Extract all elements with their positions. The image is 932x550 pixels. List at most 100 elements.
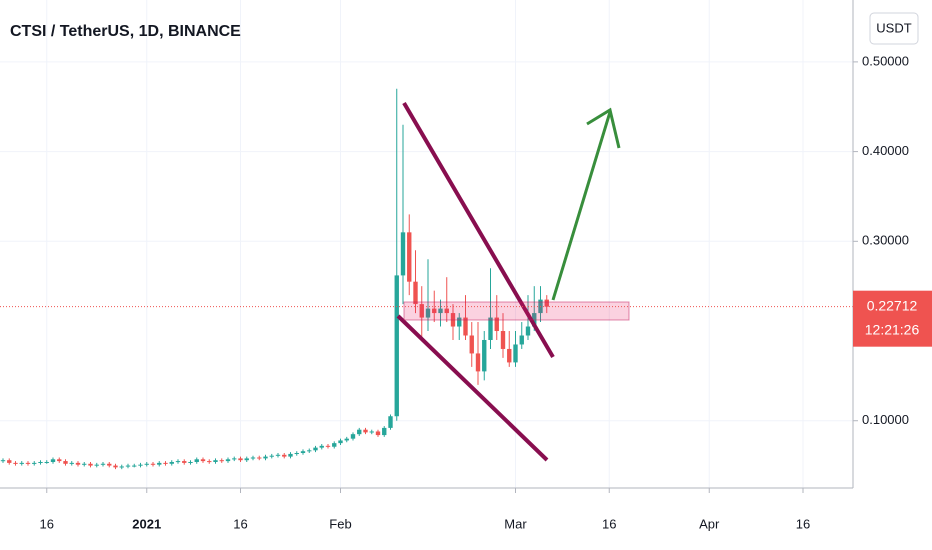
candle-body xyxy=(19,462,24,464)
candle-body xyxy=(244,458,249,461)
candle-body xyxy=(388,416,393,428)
candle-body xyxy=(432,308,437,314)
candle-body xyxy=(475,353,481,372)
candle-body xyxy=(32,462,37,464)
candle-body xyxy=(132,465,137,467)
candle-body xyxy=(232,458,237,460)
candle-body xyxy=(394,275,399,417)
candle-body xyxy=(82,463,87,465)
candle-body xyxy=(344,438,349,441)
candle-body xyxy=(544,299,549,307)
candle-body xyxy=(75,462,81,465)
candle-body xyxy=(425,308,431,318)
candle-body xyxy=(369,431,374,433)
candle-body xyxy=(488,317,493,340)
candle-body xyxy=(419,304,424,318)
candle-body xyxy=(25,462,31,464)
x-tick-label: 2021 xyxy=(132,516,161,531)
candle-body xyxy=(7,460,12,463)
candle-body xyxy=(188,461,193,463)
candle-body xyxy=(257,457,262,459)
candle-body xyxy=(519,335,524,345)
candle-body xyxy=(363,429,368,433)
candle-body xyxy=(163,462,168,464)
candle-body xyxy=(169,461,174,464)
candle-body xyxy=(207,461,212,463)
y-tick-label: 0.50000 xyxy=(862,53,909,68)
candle-body xyxy=(513,344,518,363)
candle-body xyxy=(63,461,68,464)
price-label-box xyxy=(853,290,932,347)
x-tick-label: 16 xyxy=(796,516,810,531)
chart-title: CTSI / TetherUS, 1D, BINANCE xyxy=(10,23,241,40)
candle-body xyxy=(313,447,318,451)
candle-body xyxy=(125,465,131,467)
candle-body xyxy=(525,326,531,336)
candle-body xyxy=(407,232,412,282)
x-tick-label: 16 xyxy=(40,516,54,531)
candle-body xyxy=(307,450,312,452)
candle-body xyxy=(294,453,299,455)
candle-body xyxy=(44,461,49,463)
candle-body xyxy=(482,339,487,372)
candle-body xyxy=(113,465,118,468)
candle-body xyxy=(269,455,274,457)
candle-body xyxy=(182,461,187,463)
candle-body xyxy=(144,463,149,465)
candle-body xyxy=(50,459,56,462)
grid xyxy=(0,0,858,493)
candle-body xyxy=(413,281,418,305)
candle-body xyxy=(319,445,324,448)
candle-body xyxy=(332,443,337,447)
candle-body xyxy=(94,464,99,466)
candle-body xyxy=(338,440,343,444)
trend-line xyxy=(396,314,549,462)
candle-body xyxy=(375,431,381,436)
candle-body xyxy=(238,458,243,461)
arrow-head xyxy=(586,107,621,149)
candle-body xyxy=(225,459,231,462)
candle-body xyxy=(0,460,6,462)
zone xyxy=(403,301,630,321)
candle-body xyxy=(213,460,218,462)
candle-body xyxy=(282,454,287,457)
x-tick-label: Feb xyxy=(329,516,351,531)
candle-body xyxy=(288,453,293,457)
candle-body xyxy=(400,232,406,276)
trend-line xyxy=(402,101,555,359)
countdown: 12:21:26 xyxy=(865,321,920,337)
candle-body xyxy=(507,348,512,363)
candle-body xyxy=(69,462,74,464)
candle-body xyxy=(138,464,143,466)
x-tick-label: Mar xyxy=(504,516,527,531)
candle-body xyxy=(13,462,18,464)
candle-body xyxy=(107,463,112,466)
last-price-label: 0.22712 xyxy=(867,297,918,313)
y-tick-label: 0.10000 xyxy=(862,412,909,427)
candle-body xyxy=(194,459,199,462)
candle-body xyxy=(100,463,106,465)
candle-body xyxy=(300,451,306,454)
y-tick-label: 0.40000 xyxy=(862,143,909,158)
candle-body xyxy=(219,460,224,462)
candle-body xyxy=(438,308,443,314)
candle-body xyxy=(57,459,62,462)
candle-body xyxy=(119,466,124,468)
candle-body xyxy=(382,427,387,436)
candle-body xyxy=(500,331,506,349)
candle-body xyxy=(263,456,268,459)
candle-body xyxy=(175,461,181,463)
candle-body xyxy=(250,457,256,459)
currency-button[interactable] xyxy=(869,12,919,45)
y-tick-label: 0.30000 xyxy=(862,233,909,248)
candles xyxy=(0,88,549,470)
x-tick-label: Apr xyxy=(699,516,720,531)
currency-label[interactable]: USDT xyxy=(876,20,911,35)
candle-body xyxy=(444,308,449,314)
candle-body xyxy=(494,317,499,332)
candle-body xyxy=(157,462,162,465)
candle-body xyxy=(350,434,356,439)
